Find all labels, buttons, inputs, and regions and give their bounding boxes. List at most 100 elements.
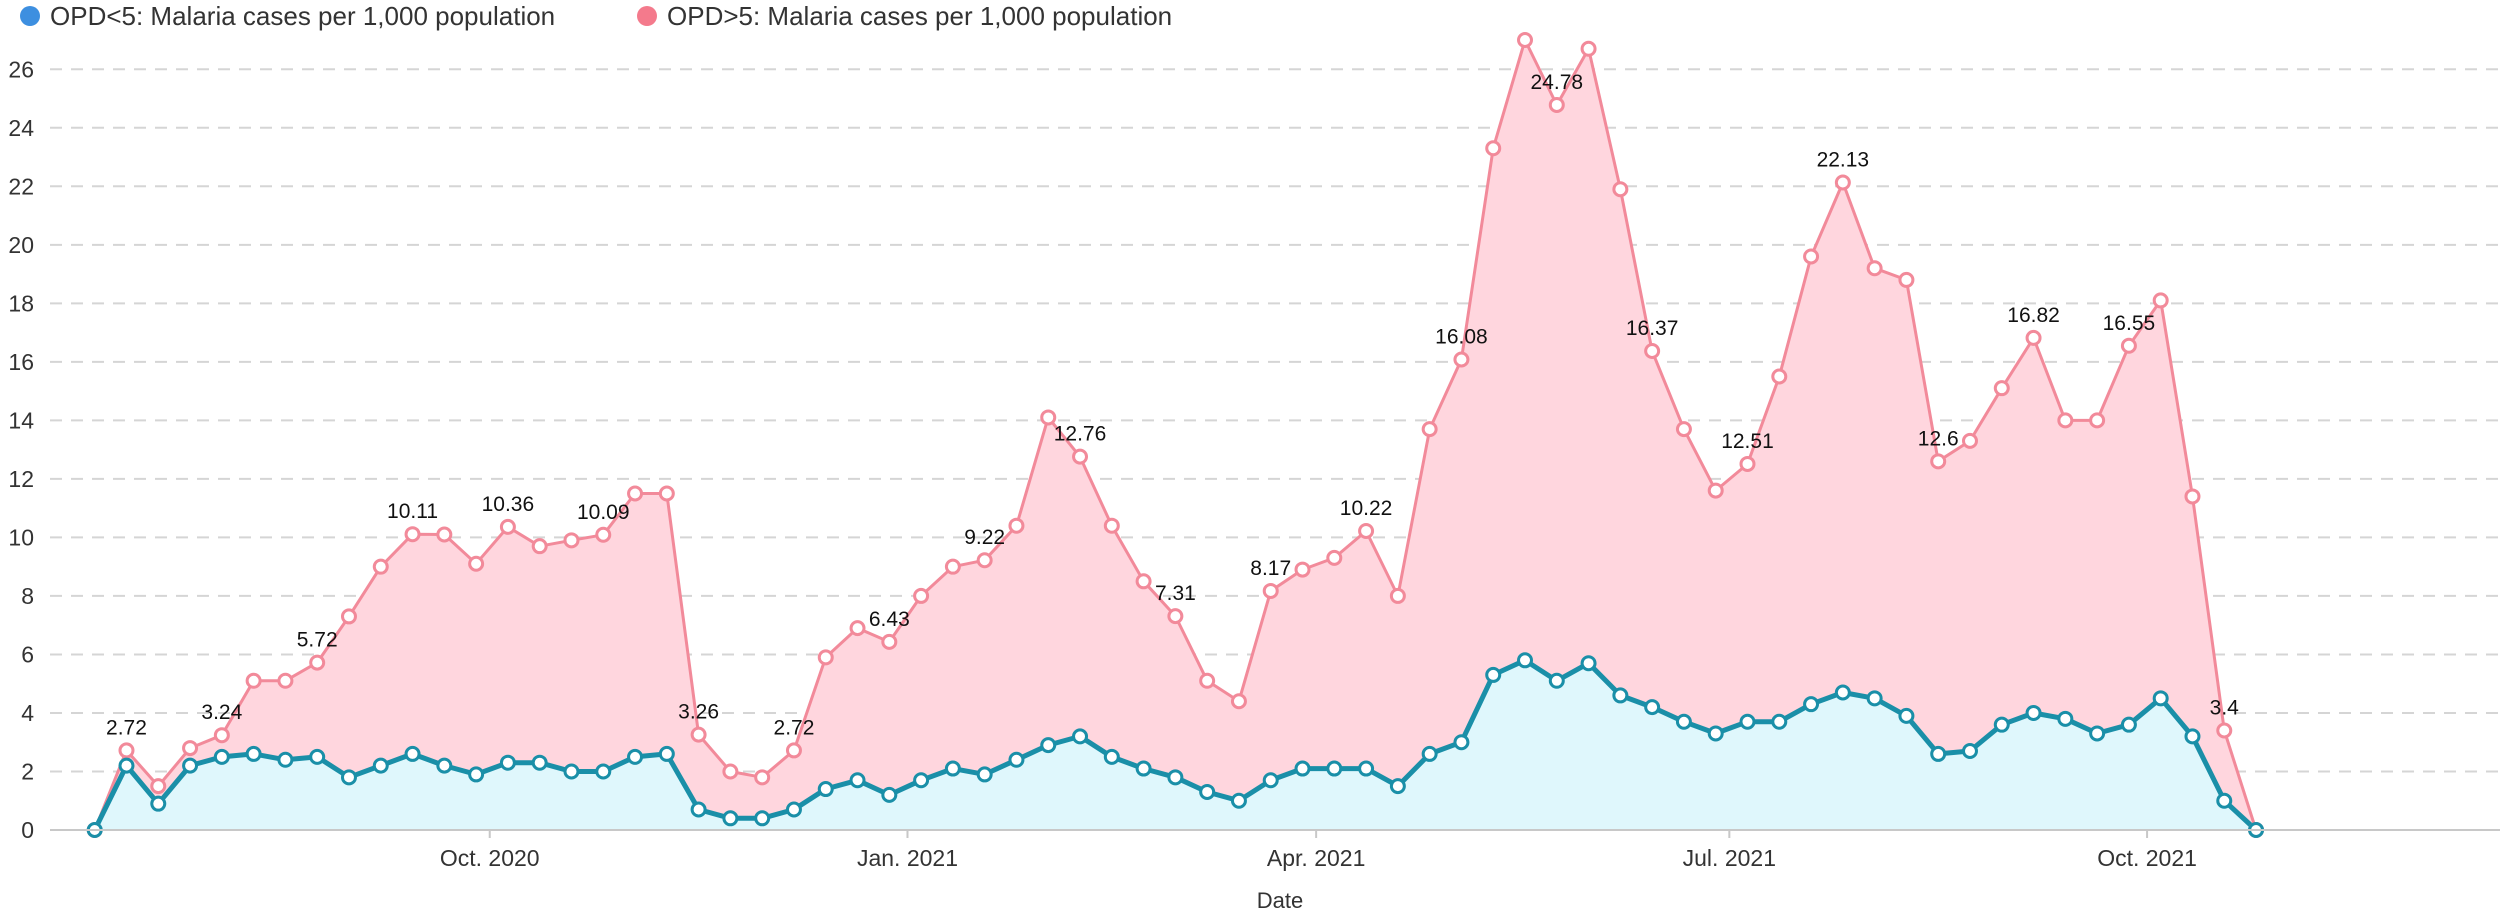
data-point-0-15 [563, 763, 580, 780]
data-point-1-5 [245, 672, 262, 689]
data-point-1-60 [1993, 380, 2010, 397]
data-point-0-35 [1199, 783, 1216, 800]
data-point-1-44 [1485, 140, 1502, 157]
data-point-1-49 [1644, 343, 1661, 360]
data-point-1-10 [404, 526, 421, 543]
data-point-1-4 [213, 727, 230, 744]
data-point-1-59 [1961, 432, 1978, 449]
data-point-0-10 [404, 745, 421, 762]
series-areas [94, 40, 2257, 830]
y-tick-label-8: 8 [21, 583, 34, 609]
data-label-1-1: 3.24 [201, 701, 242, 724]
data-point-1-46 [1548, 96, 1565, 113]
data-point-0-66 [2184, 728, 2201, 745]
data-label-1-22: 3.4 [2210, 697, 2240, 720]
data-point-0-62 [2057, 710, 2074, 727]
data-point-1-45 [1517, 32, 1534, 48]
y-tick-label-4: 4 [21, 700, 34, 726]
data-point-0-45 [1517, 652, 1534, 669]
legend-label-1: OPD>5: Malaria cases per 1,000 populatio… [667, 1, 1172, 31]
data-point-1-6 [277, 672, 294, 689]
data-label-1-2: 5.72 [297, 629, 338, 652]
data-point-1-24 [849, 620, 866, 637]
data-point-0-56 [1866, 690, 1883, 707]
data-point-1-1 [118, 742, 135, 759]
data-label-1-14: 16.08 [1435, 326, 1488, 349]
y-tick-label-2: 2 [21, 758, 34, 784]
data-label-1-5: 10.09 [577, 501, 630, 524]
data-point-0-2 [150, 795, 167, 812]
data-point-0-67 [2216, 792, 2233, 809]
data-point-0-65 [2152, 690, 2169, 707]
data-point-0-48 [1612, 687, 1629, 704]
data-point-1-67 [2216, 722, 2233, 739]
data-point-0-20 [722, 810, 739, 827]
data-point-1-34 [1167, 608, 1184, 625]
data-point-1-23 [817, 649, 834, 666]
data-point-1-26 [913, 587, 930, 604]
y-tick-label-14: 14 [8, 407, 34, 433]
data-point-0-44 [1485, 666, 1502, 683]
y-tick-label-16: 16 [8, 349, 34, 375]
data-point-1-14 [531, 538, 548, 555]
data-point-0-40 [1358, 760, 1375, 777]
data-point-0-21 [754, 810, 771, 827]
data-point-1-57 [1898, 271, 1915, 288]
data-point-1-40 [1358, 522, 1375, 539]
data-point-1-28 [976, 552, 993, 569]
data-point-1-21 [754, 769, 771, 786]
data-label-1-6: 3.26 [678, 701, 719, 724]
data-label-1-9: 9.22 [964, 526, 1005, 549]
data-labels: 2.72 3.24 5.72 10.11 10.36 10.09 3.26 2.72 6.43 9… [106, 71, 2239, 739]
data-point-0-47 [1580, 655, 1597, 672]
data-label-1-20: 16.82 [2007, 304, 2060, 327]
x-tick-label-3: Jul. 2021 [1683, 845, 1776, 871]
y-tick-label-24: 24 [8, 115, 34, 141]
data-point-1-15 [563, 532, 580, 549]
data-point-0-28 [976, 766, 993, 783]
data-label-1-7: 2.72 [774, 716, 815, 739]
data-point-1-3 [182, 740, 199, 757]
data-label-1-4: 10.36 [482, 493, 535, 516]
y-tick-label-26: 26 [8, 56, 34, 82]
data-point-1-62 [2057, 412, 2074, 429]
data-point-0-41 [1389, 778, 1406, 795]
data-point-1-20 [722, 763, 739, 780]
data-point-0-61 [2025, 704, 2042, 721]
data-point-1-63 [2089, 412, 2106, 429]
legend-swatch-1 [637, 6, 657, 26]
data-point-0-6 [277, 751, 294, 768]
data-point-1-51 [1707, 482, 1724, 499]
data-point-1-30 [1040, 409, 1057, 426]
data-point-0-57 [1898, 707, 1915, 724]
data-point-1-64 [2120, 337, 2137, 354]
data-label-1-18: 22.13 [1817, 148, 1870, 171]
data-point-0-27 [944, 760, 961, 777]
data-point-0-50 [1675, 713, 1692, 730]
data-point-0-23 [817, 781, 834, 798]
data-point-1-31 [1072, 448, 1089, 465]
y-tick-label-12: 12 [8, 466, 34, 492]
data-point-1-25 [881, 633, 898, 650]
data-point-0-30 [1040, 737, 1057, 754]
data-point-0-26 [913, 772, 930, 789]
data-point-1-58 [1930, 453, 1947, 470]
data-point-1-16 [595, 526, 612, 543]
y-tick-label-0: 0 [21, 817, 34, 843]
data-point-1-27 [944, 558, 961, 575]
data-point-0-3 [182, 757, 199, 774]
data-point-0-37 [1262, 772, 1279, 789]
data-point-0-34 [1167, 769, 1184, 786]
data-point-0-16 [595, 763, 612, 780]
data-point-0-17 [627, 748, 644, 765]
series-markers [86, 32, 2265, 838]
data-label-1-21: 16.55 [2103, 312, 2156, 335]
data-point-1-48 [1612, 181, 1629, 198]
data-point-1-9 [372, 558, 389, 575]
data-point-0-53 [1771, 713, 1788, 730]
data-point-0-14 [531, 754, 548, 771]
data-label-1-3: 10.11 [387, 500, 438, 523]
data-point-1-61 [2025, 329, 2042, 346]
